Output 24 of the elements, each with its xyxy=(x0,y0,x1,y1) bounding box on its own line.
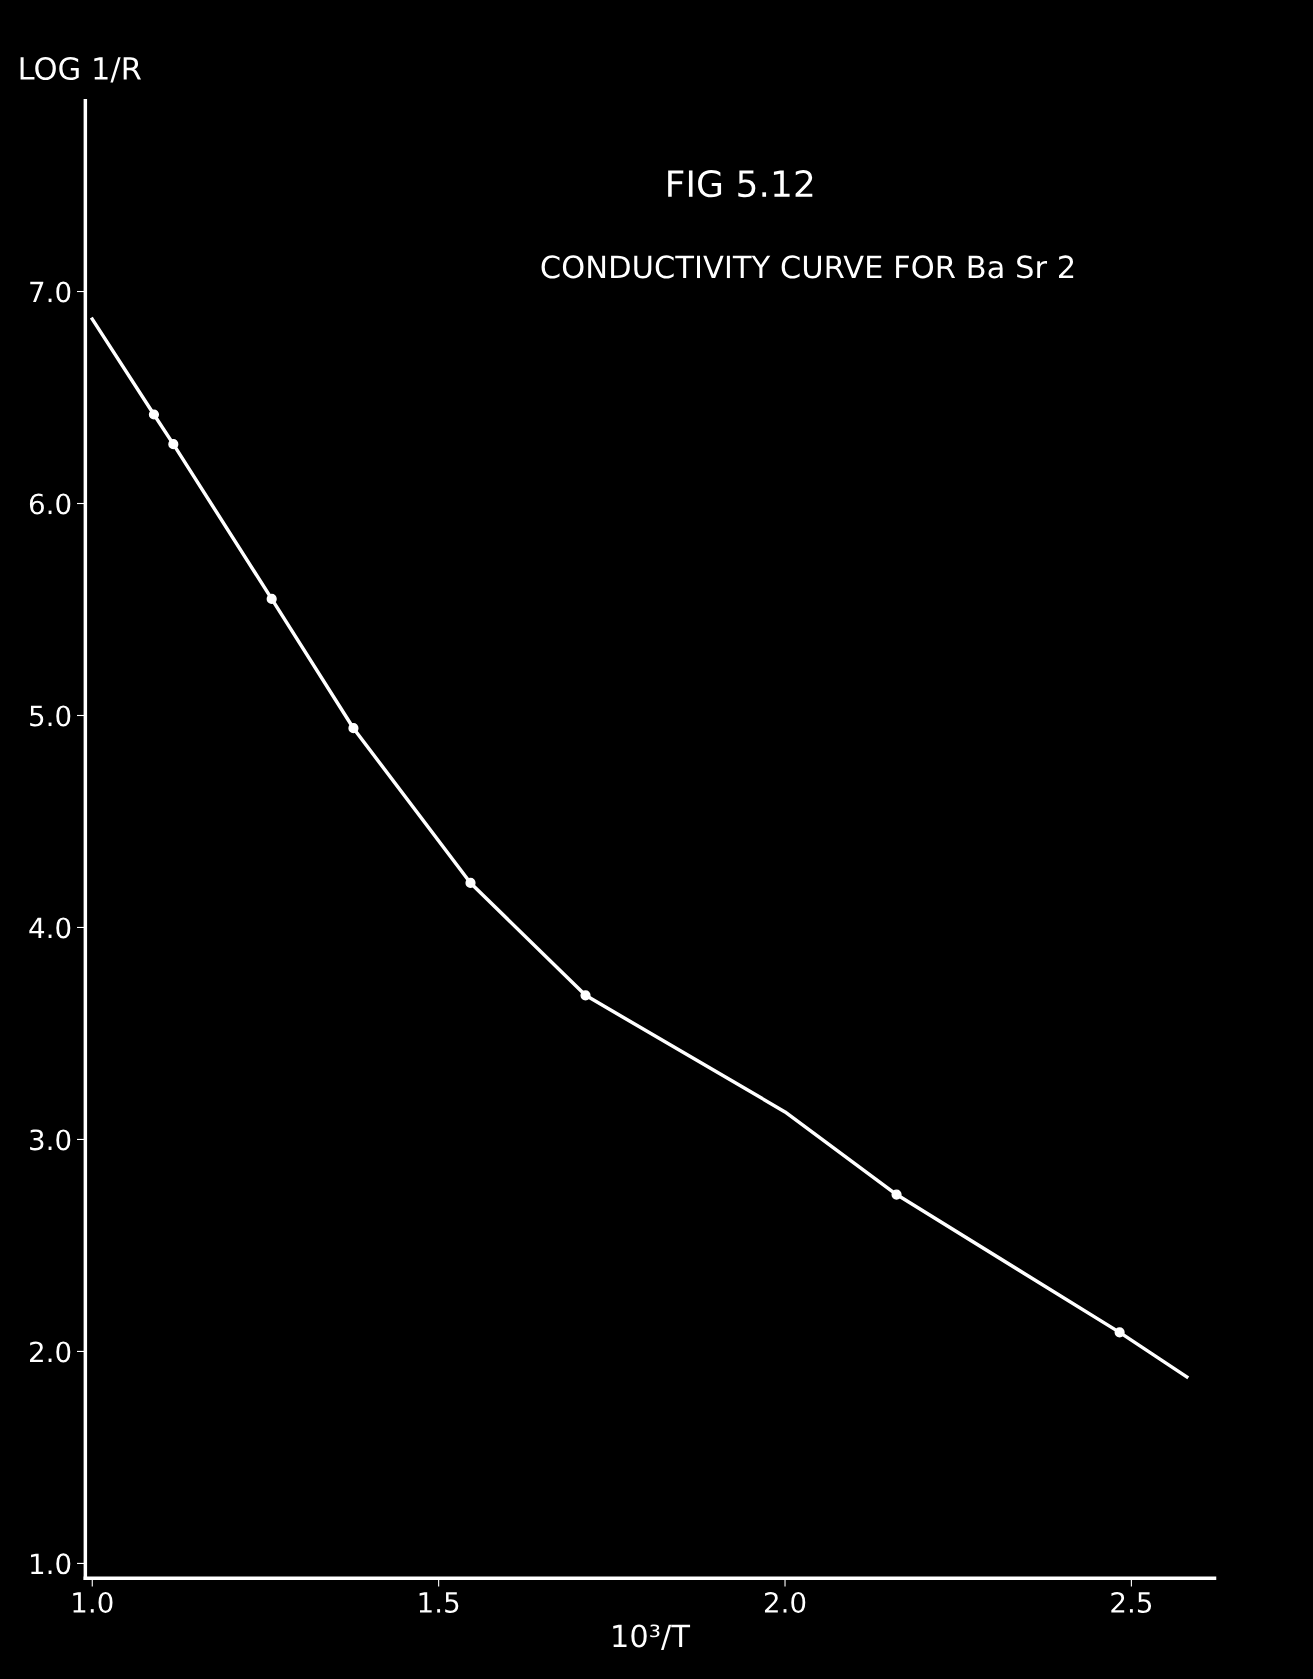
point xyxy=(1114,1327,1125,1338)
point xyxy=(168,439,179,450)
x-axis-title: 10³/T xyxy=(613,1624,691,1650)
text: FIG 5.12 xyxy=(668,169,813,198)
y-tick-label: 3.0 xyxy=(30,1129,71,1151)
x-tick-label: 2.5 xyxy=(1111,1591,1152,1613)
y-tick-label: 7.0 xyxy=(30,281,71,303)
y-axis-title: LOG 1/R xyxy=(20,56,142,83)
x-tick-label: 2.0 xyxy=(764,1591,806,1613)
text: CONDUCTIVITY CURVE FOR Ba Sr 2 xyxy=(541,255,1074,279)
line-series xyxy=(90,317,1189,1379)
point xyxy=(465,877,476,889)
point xyxy=(348,723,359,734)
point xyxy=(580,990,591,1001)
y-tick-label: 6.0 xyxy=(29,493,71,515)
point xyxy=(148,409,160,420)
x-tick-label: 1.0 xyxy=(73,1591,113,1613)
y-tick-label: 5.0 xyxy=(30,705,71,727)
y-tick-label: 4.0 xyxy=(29,917,71,939)
x-tick-label: 1.5 xyxy=(419,1592,459,1613)
y-tick-label: 1.0 xyxy=(31,1553,71,1575)
point xyxy=(891,1189,902,1200)
point xyxy=(266,593,277,604)
y-tick-label: 2.0 xyxy=(30,1341,71,1363)
